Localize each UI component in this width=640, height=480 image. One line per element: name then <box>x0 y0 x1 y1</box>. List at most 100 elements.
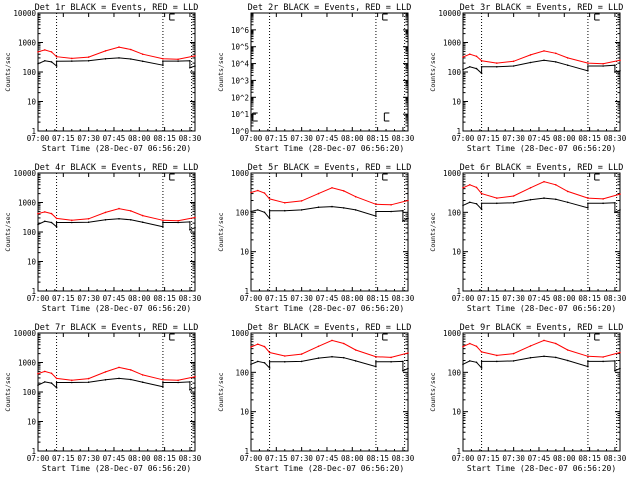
data-point-events <box>268 361 271 363</box>
data-point-lld <box>375 203 377 206</box>
x-tick-label: 08:00 <box>341 454 364 463</box>
data-point-events <box>141 221 144 223</box>
data-point-events <box>619 367 621 370</box>
data-point-events <box>529 198 532 201</box>
data-point-lld <box>37 51 39 53</box>
x-axis-label: Start Time (28-Dec-07 06:56:20) <box>467 144 616 153</box>
data-point-events <box>587 70 589 72</box>
series-line-lld <box>250 339 409 358</box>
data-point-events <box>555 61 557 63</box>
data-point-events <box>375 210 377 213</box>
data-point-events <box>543 59 545 62</box>
data-point-lld <box>141 53 144 55</box>
data-point-lld <box>194 216 196 219</box>
y-tick-label: 10^6 <box>231 26 250 35</box>
data-point-events <box>118 57 120 59</box>
data-point-events <box>162 386 164 388</box>
series-line-events <box>462 197 621 214</box>
y-axis-label: Counts/sec <box>4 52 12 91</box>
data-point-events <box>331 355 333 358</box>
chart-title: Det 5r BLACK = Events, RED = LLD <box>248 163 412 173</box>
data-point-lld <box>263 345 266 348</box>
data-point-events <box>87 60 90 62</box>
data-point-events <box>614 211 616 214</box>
data-point-lld <box>343 342 345 345</box>
data-point-events <box>118 218 120 220</box>
data-point-lld <box>529 345 532 347</box>
data-point-lld <box>462 345 464 348</box>
data-point-lld <box>566 57 569 59</box>
data-point-lld <box>162 58 164 60</box>
y-tick-label: 10^0 <box>231 127 250 136</box>
y-axis-label: Counts/sec <box>217 372 225 411</box>
data-point-events <box>475 203 478 205</box>
x-tick-label: 07:00 <box>240 294 263 303</box>
y-tick-label: 10 <box>452 98 462 107</box>
data-point-lld <box>587 355 589 358</box>
x-tick-label: 07:45 <box>528 134 551 143</box>
data-point-events <box>194 226 196 229</box>
data-point-lld <box>602 63 604 65</box>
data-point-lld <box>543 339 545 342</box>
data-point-lld <box>587 62 589 64</box>
data-point-events <box>566 359 569 362</box>
data-point-events <box>462 68 464 71</box>
data-point-events <box>614 64 616 66</box>
data-point-events <box>257 360 259 363</box>
data-point-lld <box>177 220 179 222</box>
data-point-lld <box>496 354 498 357</box>
y-tick-label: 1000 <box>443 39 462 48</box>
y-tick-label: 10 <box>240 408 250 417</box>
y-tick-label: 1000 <box>18 39 37 48</box>
y-axis-label: Counts/sec <box>4 372 12 411</box>
data-point-lld <box>250 191 252 194</box>
data-point-events <box>390 361 392 363</box>
series-line-lld <box>462 181 621 200</box>
data-point-events <box>402 360 404 363</box>
data-point-events <box>162 381 164 384</box>
data-point-events <box>566 64 569 66</box>
y-tick-label: 1000 <box>18 359 37 368</box>
gap-marker-top <box>382 173 388 181</box>
y-tick-label: 10 <box>27 418 37 427</box>
x-tick-label: 07:30 <box>502 294 525 303</box>
y-tick-label: 1 <box>31 287 36 296</box>
data-point-events <box>475 361 478 364</box>
x-tick-label: 07:00 <box>240 134 263 143</box>
y-tick-label: 1 <box>456 447 461 456</box>
data-point-events <box>529 356 532 359</box>
data-point-events <box>50 382 53 384</box>
data-point-lld <box>130 210 132 212</box>
y-tick-label: 100 <box>22 388 36 397</box>
x-axis-label: Start Time (28-Dec-07 06:56:20) <box>255 464 404 473</box>
y-axis-label: Counts/sec <box>429 372 437 411</box>
data-point-events <box>343 207 345 209</box>
y-axis-label: Counts/sec <box>429 52 437 91</box>
data-point-lld <box>317 345 320 348</box>
data-point-events <box>130 219 132 221</box>
data-point-lld <box>118 366 120 369</box>
data-point-lld <box>37 212 39 215</box>
data-point-lld <box>71 219 73 222</box>
y-tick-label: 1 <box>31 127 36 136</box>
y-tick-label: 100 <box>235 368 249 377</box>
data-point-events <box>375 365 377 368</box>
data-point-events <box>602 202 604 205</box>
data-point-lld <box>284 202 286 204</box>
x-tick-label: 07:45 <box>316 134 339 143</box>
data-point-events <box>162 64 164 66</box>
x-tick-label: 08:15 <box>366 134 389 143</box>
data-point-lld <box>462 187 464 189</box>
data-point-events <box>300 209 303 211</box>
data-point-events <box>587 65 589 67</box>
data-point-lld <box>543 180 545 183</box>
data-point-lld <box>44 370 46 373</box>
data-point-lld <box>130 369 132 371</box>
y-tick-label: 10000 <box>13 9 36 18</box>
data-point-events <box>268 217 271 220</box>
data-point-events <box>189 381 191 383</box>
series-line-lld <box>37 46 196 60</box>
data-point-events <box>55 386 58 389</box>
data-point-lld <box>257 189 259 192</box>
